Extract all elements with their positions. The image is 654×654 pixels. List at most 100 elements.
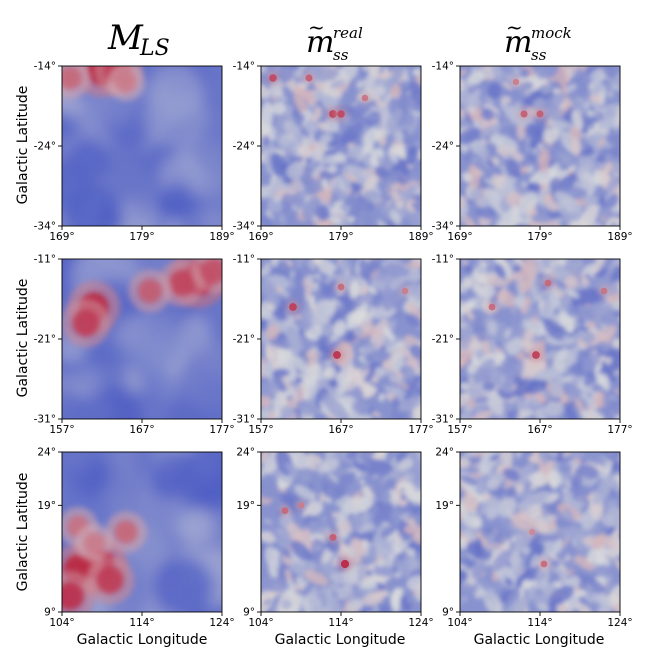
panel-r3-m-ss-real: 24° 19° 9°104° 114° 124°: [236, 447, 433, 630]
hotspot: [201, 259, 222, 284]
y-tick-label: -24°: [432, 141, 454, 153]
hotspot: [289, 303, 297, 311]
x-tick-label: 189°: [607, 231, 632, 243]
y-tick-label: 19°: [236, 500, 255, 512]
hotspot: [361, 94, 369, 102]
y-tick-label: -11°: [34, 254, 56, 266]
title-real-tilde: ~: [308, 15, 325, 39]
x-tick-label: 179°: [328, 231, 353, 243]
x-tick-label: 177°: [408, 424, 433, 436]
y-tick-label: -34°: [233, 221, 255, 233]
title-m-ls-symbol: M: [107, 18, 144, 58]
x-tick-label: 157°: [447, 424, 472, 436]
panel-r2-m-ss-real: -11° -21° -31°157° 167° 177°: [233, 254, 434, 437]
y-tick-label: 24°: [236, 447, 255, 459]
hotspot: [305, 74, 313, 82]
x-tick-label: 114°: [328, 617, 353, 629]
y-tick-label: 19°: [435, 500, 454, 512]
y-tick-label: -34°: [432, 221, 454, 233]
x-tick-label: 167°: [527, 424, 552, 436]
hotspot: [512, 78, 520, 86]
x-tick-label: 167°: [328, 424, 353, 436]
hotspot: [528, 528, 536, 536]
y-tick-label: -34°: [34, 221, 56, 233]
panel-r1-m-ss-real: -14° -24° -34°169° 179° 189°: [233, 61, 434, 244]
x-tick-label: 157°: [248, 424, 273, 436]
x-tick-label: 124°: [408, 617, 433, 629]
x-tick-label: 179°: [129, 231, 154, 243]
x-tick-label: 104°: [49, 617, 74, 629]
panel-r3-m-ss-mock: 24° 19° 9°104° 114° 124°: [435, 447, 632, 630]
y-tick-label: 9°: [243, 607, 255, 619]
x-tick-label: 177°: [607, 424, 632, 436]
y-tick-label: 24°: [37, 447, 56, 459]
x-axis-label-col-1: Galactic Longitude: [77, 632, 208, 648]
column-title-m-ss-real: ~ m real ss: [306, 15, 363, 64]
hotspot-layer: [510, 76, 547, 121]
y-tick-label: -11°: [233, 254, 255, 266]
hotspot-layer: [266, 71, 371, 121]
y-tick-label: -14°: [34, 61, 56, 73]
hotspot: [340, 559, 350, 569]
x-tick-label: 167°: [129, 424, 154, 436]
x-tick-label: 189°: [408, 231, 433, 243]
hotspot: [297, 502, 305, 509]
hotspot: [544, 279, 552, 287]
y-axis-label-row-2: Galactic Latitude: [15, 279, 31, 398]
hotspot: [488, 303, 496, 311]
x-tick-label: 189°: [209, 231, 234, 243]
hotspot: [540, 560, 548, 568]
y-tick-label: 9°: [442, 607, 454, 619]
hotspot: [96, 566, 124, 594]
hotspot: [337, 110, 345, 118]
x-tick-label: 169°: [248, 231, 273, 243]
hotspot: [532, 351, 540, 359]
x-tick-label: 179°: [527, 231, 552, 243]
x-tick-label: 169°: [447, 231, 472, 243]
texture-field: [460, 452, 620, 612]
panel-r2-m-ls: -11° -21° -31°157° 167° 177°: [34, 254, 235, 437]
hotspot-layer: [62, 259, 222, 348]
title-m-ls-subscript: LS: [139, 36, 170, 61]
hotspot: [83, 532, 105, 554]
y-axis-label-row-3: Galactic Latitude: [15, 473, 31, 592]
x-tick-label: 124°: [607, 617, 632, 629]
hotspot: [62, 582, 84, 610]
x-tick-label: 114°: [527, 617, 552, 629]
title-real-subscript: ss: [333, 46, 349, 64]
column-title-m-ls: M LS: [107, 18, 170, 61]
y-tick-label: -21°: [233, 334, 255, 346]
y-tick-label: -31°: [233, 414, 255, 426]
title-mock-symbol: m: [504, 25, 532, 60]
hotspot-layer: [485, 276, 610, 362]
x-tick-label: 124°: [209, 617, 234, 629]
hotspot: [281, 507, 289, 515]
x-axis-label-col-2: Galactic Longitude: [275, 632, 406, 648]
x-tick-label: 157°: [49, 424, 74, 436]
y-tick-label: -21°: [432, 334, 454, 346]
hotspot: [536, 110, 544, 118]
y-tick-label: 19°: [37, 500, 56, 512]
hotspot: [138, 279, 162, 303]
hotspot-layer: [62, 506, 147, 612]
heatmap-panels: -14°-24°-34°169° 179° 189°-14°-24°-34°169°…: [34, 61, 633, 630]
y-tick-label: 9°: [44, 607, 56, 619]
y-axis-label-row-1: Galactic Latitude: [15, 86, 31, 205]
column-title-m-ss-mock: ~ m mock ss: [504, 15, 572, 64]
hotspot-layer: [62, 66, 145, 101]
y-tick-label: -24°: [34, 141, 56, 153]
hotspot: [269, 74, 277, 82]
x-tick-label: 104°: [447, 617, 472, 629]
hotspot: [337, 283, 345, 291]
texture-field: [261, 66, 421, 226]
hotspot: [114, 520, 138, 544]
hotspot-layer: [286, 280, 411, 363]
title-mock-tilde: ~: [506, 15, 523, 39]
y-tick-label: -31°: [432, 414, 454, 426]
title-mock-subscript: ss: [531, 46, 547, 64]
hotspot: [115, 71, 137, 93]
x-tick-label: 114°: [129, 617, 154, 629]
hotspot: [169, 270, 195, 296]
hotspot-layer: [278, 499, 353, 572]
